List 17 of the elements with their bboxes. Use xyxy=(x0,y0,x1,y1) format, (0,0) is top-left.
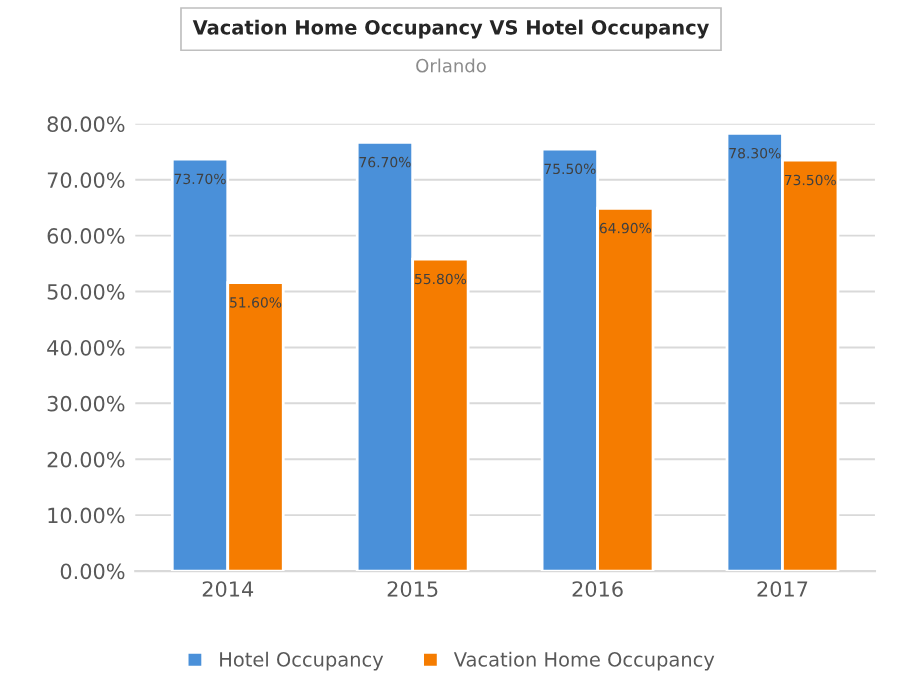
y-tick-label: 50.00% xyxy=(47,283,125,300)
chart-subtitle: Orlando xyxy=(416,58,486,73)
y-tick-label: 80.00% xyxy=(47,116,125,133)
y-tick-label: 40.00% xyxy=(47,339,125,356)
x-tick-label: 2014 xyxy=(202,581,254,597)
legend-label: Vacation Home Occupancy xyxy=(453,651,715,671)
y-tick-label: 60.00% xyxy=(47,228,125,244)
chart-title: Vacation Home Occupancy VS Hotel Occupancy xyxy=(192,19,709,39)
x-tick-label: 2015 xyxy=(387,581,438,597)
y-tick-label: 30.00% xyxy=(47,395,125,412)
y-tick-label: 70.00% xyxy=(47,172,125,188)
y-tick-label: 10.00% xyxy=(48,507,125,524)
y-tick-label: 20.00% xyxy=(47,451,125,468)
x-tick-label: 2017 xyxy=(757,581,808,597)
legend-label: Hotel Occupancy xyxy=(220,651,384,671)
x-tick-label: 2016 xyxy=(572,581,623,597)
y-tick-label: 0.00% xyxy=(60,563,125,580)
